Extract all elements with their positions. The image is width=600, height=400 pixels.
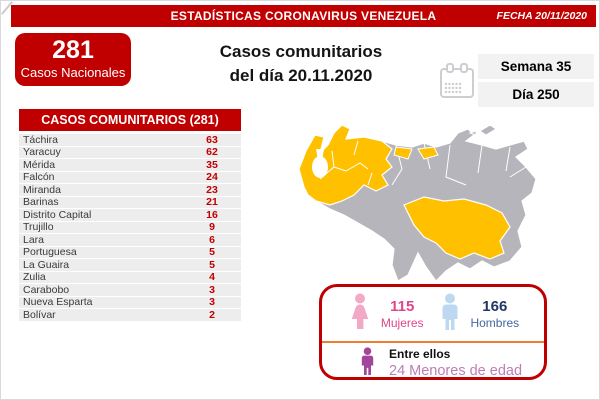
table-row: Distrito Capital 16 [19, 209, 241, 221]
table-row: Mérida 35 [19, 159, 241, 171]
state-name: La Guaira [23, 258, 70, 271]
state-name: Nueva Esparta [23, 296, 93, 309]
table-row: Miranda 23 [19, 184, 241, 196]
women-label: Mujeres [380, 316, 424, 330]
state-name: Falcón [23, 171, 55, 184]
national-cases-value: 281 [52, 36, 94, 64]
state-cases: 9 [209, 221, 215, 234]
state-name: Trujillo [23, 221, 54, 234]
map-highlight-bolivar [403, 196, 511, 260]
state-name: Táchira [23, 133, 59, 146]
table-row: Barinas 21 [19, 196, 241, 209]
male-icon [438, 293, 462, 336]
state-name: Carabobo [23, 283, 70, 296]
subtitle: Casos comunitarios del día 20.11.2020 [186, 40, 416, 88]
calendar-icon [438, 61, 476, 106]
subtitle-line2: del día 20.11.2020 [229, 65, 373, 85]
state-cases: 63 [206, 133, 218, 146]
national-cases-box: 281 Casos Nacionales [15, 33, 131, 86]
cases-list: Táchira 63 Yaracuy 62 Mérida 35 Falcón 24 Mirand… [19, 134, 241, 321]
margarita-island [479, 124, 497, 136]
map-highlight-west [298, 124, 393, 206]
table-row: Trujillo 9 [19, 221, 241, 234]
state-name: Mérida [23, 158, 56, 171]
minors-value: 24 Menores de edad [389, 363, 523, 380]
men-group: 166 Hombres [438, 293, 519, 336]
date-label: FECHA 20/11/2020 [496, 10, 587, 22]
community-cases-table: CASOS COMUNITARIOS (281) Táchira 63 Yaracu… [19, 109, 241, 322]
lake-maracaibo [312, 156, 328, 178]
state-cases: 16 [206, 208, 218, 221]
gender-row: 115 Mujeres 166 Hombres [322, 287, 544, 339]
state-cases: 24 [206, 171, 218, 184]
state-name: Miranda [23, 183, 61, 196]
day-box: Día 250 [478, 82, 594, 107]
state-cases: 3 [209, 283, 215, 296]
table-row: Carabobo 3 [19, 284, 241, 296]
week-box: Semana 35 [478, 54, 594, 79]
state-name: Barinas [23, 196, 59, 209]
title-bar: ESTADÍSTICAS CORONAVIRUS VENEZUELA FECHA… [11, 5, 596, 27]
table-row: Zulia 4 [19, 271, 241, 284]
female-icon [347, 293, 373, 335]
map-highlight-coast-2 [417, 146, 439, 160]
state-cases: 35 [206, 158, 218, 171]
page-title: ESTADÍSTICAS CORONAVIRUS VENEZUELA [170, 9, 437, 23]
state-cases: 62 [206, 146, 218, 159]
state-cases: 23 [206, 183, 218, 196]
men-label: Hombres [470, 316, 520, 330]
state-cases: 5 [209, 258, 215, 271]
state-cases: 6 [209, 233, 215, 246]
minors-row: Entre ellos 24 Menores de edad [322, 343, 544, 381]
men-count: 166 [482, 298, 508, 315]
child-icon [358, 347, 377, 381]
venezuela-map [284, 107, 546, 290]
national-cases-label: Casos Nacionales [20, 64, 126, 80]
minors-title: Entre ellos [389, 347, 451, 362]
state-cases: 3 [209, 296, 215, 309]
state-name: Bolívar [23, 308, 56, 321]
map-highlight-coast-1 [393, 146, 413, 160]
table-row: Bolívar 2 [19, 309, 241, 321]
table-row: Falcón 24 [19, 171, 241, 184]
day-label: Día 250 [512, 87, 560, 102]
table-row: Táchira 63 [19, 134, 241, 146]
demographics-box: 115 Mujeres 166 Hombres [319, 284, 547, 380]
subtitle-line1: Casos comunitarios [219, 42, 383, 61]
state-name: Zulia [23, 271, 46, 284]
week-label: Semana 35 [500, 59, 572, 74]
table-row: Portuguesa 5 [19, 246, 241, 259]
women-count: 115 [390, 298, 415, 315]
state-name: Distrito Capital [23, 208, 92, 221]
state-cases: 21 [206, 196, 218, 209]
table-header: CASOS COMUNITARIOS (281) [19, 109, 241, 131]
state-name: Portuguesa [23, 246, 77, 259]
orange-divider [322, 341, 544, 343]
state-name: Lara [23, 233, 45, 246]
women-group: 115 Mujeres [347, 293, 424, 335]
table-row: Lara 6 [19, 234, 241, 246]
table-row: La Guaira 5 [19, 259, 241, 271]
table-row: Nueva Esparta 3 [19, 296, 241, 309]
state-cases: 4 [209, 271, 215, 284]
state-cases: 5 [209, 246, 215, 259]
state-cases: 2 [209, 308, 215, 321]
state-name: Yaracuy [23, 146, 61, 159]
table-row: Yaracuy 62 [19, 146, 241, 159]
